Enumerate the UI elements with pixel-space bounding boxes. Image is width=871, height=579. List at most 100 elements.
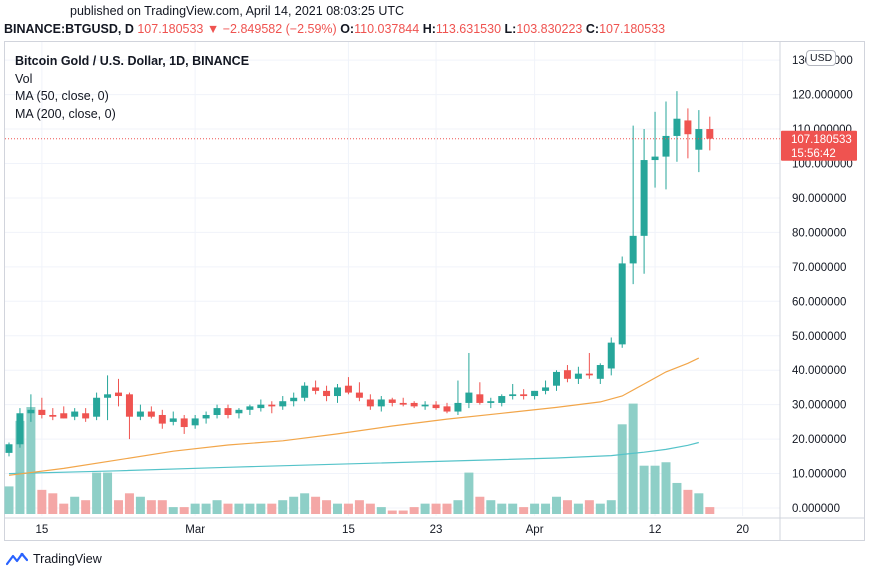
currency-button[interactable]: USD: [806, 50, 837, 66]
volume-bar: [289, 496, 299, 514]
y-tick-label: 0.000000: [792, 503, 840, 515]
ohlc-header: BINANCE:BTGUSD, D 107.180533 ▼ −2.849582…: [4, 22, 665, 36]
volume-bar: [124, 493, 134, 514]
last-price-tag: [781, 130, 857, 161]
volume-bar: [376, 507, 386, 514]
candle-body: [498, 396, 506, 403]
volume-bar: [267, 503, 277, 514]
y-tick-label: 100.000000: [792, 159, 853, 171]
candle-body: [60, 413, 68, 419]
volume-bar: [508, 503, 518, 514]
low-label: L:: [504, 22, 517, 36]
close-value: 107.180533: [599, 22, 666, 36]
volume-bar: [223, 503, 233, 514]
candle-body: [224, 408, 232, 415]
chart-legend: Bitcoin Gold / U.S. Dollar, 1D, BINANCE …: [15, 53, 249, 123]
volume-bar: [552, 496, 561, 514]
last-price-countdown: 15:56:42: [791, 148, 836, 160]
high-label: H:: [422, 22, 436, 36]
volume-bar: [212, 500, 222, 514]
y-tick-label: 70.000000: [792, 262, 846, 274]
tradingview-logo-icon: [6, 552, 28, 566]
candle-body: [344, 385, 352, 393]
candle-body: [334, 387, 341, 397]
candle-body: [355, 392, 363, 398]
volume-bar: [37, 489, 47, 514]
y-tick-label: 10.000000: [792, 469, 846, 481]
candle-body: [706, 129, 714, 139]
volume-bar: [146, 500, 156, 514]
volume-bar: [694, 493, 704, 514]
candle-body: [662, 135, 670, 157]
volume-bar: [322, 500, 332, 514]
volume-bar: [420, 503, 430, 514]
volume-bar: [661, 462, 671, 514]
legend-ma200: MA (200, close, 0): [15, 106, 116, 121]
candle-body: [301, 385, 309, 398]
candle-body: [673, 118, 681, 136]
candle-body: [531, 390, 539, 397]
candle-body: [585, 373, 593, 376]
volume-bar: [256, 503, 266, 514]
candle-body: [629, 235, 637, 264]
volume-bar: [497, 503, 507, 514]
chart-frame: [4, 41, 865, 541]
candle-body: [640, 160, 648, 236]
volume-bar: [705, 507, 715, 514]
volume-bar: [179, 507, 189, 514]
volume-bar: [530, 503, 540, 514]
volume-bar: [541, 503, 551, 514]
x-tick-label: 15: [342, 524, 355, 536]
legend-ma50: MA (50, close, 0): [15, 89, 109, 103]
ma200-line: [8, 441, 699, 475]
y-tick-label: 30.000000: [792, 400, 846, 412]
candle-body: [268, 404, 276, 407]
footer-brand-label: TradingView: [33, 552, 102, 566]
candle-body: [38, 409, 46, 415]
y-tick-label: 50.000000: [792, 331, 846, 343]
candle-body: [684, 120, 692, 135]
candle-body: [246, 406, 254, 410]
volume-bar: [365, 503, 375, 514]
volume-bar: [672, 482, 682, 514]
volume-bar: [387, 510, 397, 514]
footer-brand[interactable]: TradingView: [6, 552, 102, 566]
volume-bar: [628, 403, 638, 514]
volume-bar: [300, 493, 310, 514]
volume-bar: [453, 500, 463, 514]
volume-bar: [409, 507, 419, 514]
volume-bar: [475, 496, 485, 514]
x-tick-label: 15: [35, 524, 48, 536]
ma50-line: [8, 357, 700, 476]
candle-body: [520, 394, 528, 397]
candle-body: [104, 394, 112, 398]
candle-body: [312, 387, 320, 391]
candle-body: [257, 404, 265, 409]
legend-title: Bitcoin Gold / U.S. Dollar, 1D, BINANCE: [15, 54, 250, 68]
volume-bar: [311, 496, 321, 514]
candle-body: [323, 390, 331, 397]
candle-body: [465, 392, 473, 403]
candle-body: [366, 399, 374, 407]
volume-bar: [333, 503, 342, 514]
candle-body: [563, 370, 571, 379]
volume-bar: [354, 500, 364, 514]
candle-body: [432, 404, 440, 409]
close-label: C:: [585, 22, 600, 36]
volume-bar: [4, 486, 14, 514]
candle-body: [487, 401, 495, 403]
candle-body: [213, 408, 221, 415]
volume-bar: [343, 503, 353, 514]
volume-bar: [650, 465, 660, 514]
volume-bar: [464, 472, 474, 514]
volume-bar: [48, 493, 58, 514]
x-tick-label: Apr: [526, 524, 544, 536]
y-tick-label: 80.000000: [792, 227, 846, 239]
open-label: O:: [340, 22, 355, 36]
volume-bar: [26, 407, 36, 514]
candle-body: [169, 418, 177, 422]
y-tick-label: 120.000000: [792, 90, 853, 102]
published-note: published on TradingView.com, April 14, …: [70, 4, 405, 18]
volume-bar: [278, 500, 288, 514]
